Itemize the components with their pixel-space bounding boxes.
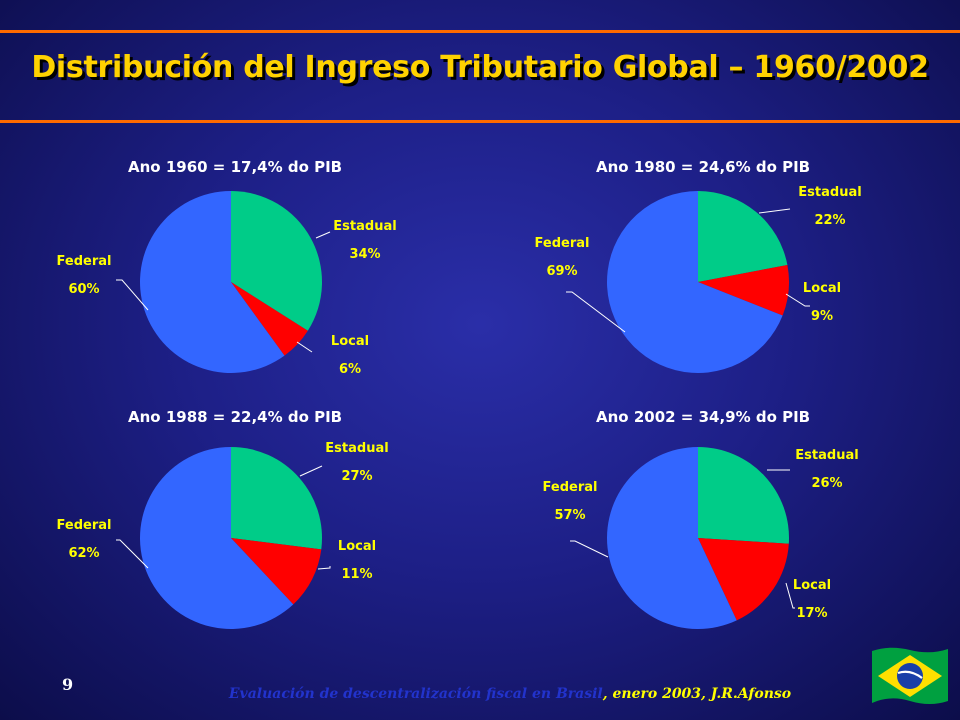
slice-name-estadual: Estadual bbox=[798, 185, 861, 200]
leader-line-estadual bbox=[315, 231, 331, 239]
pie-slice-estadual bbox=[231, 191, 322, 331]
slice-name-federal: Federal bbox=[535, 236, 590, 251]
brazil-flag-icon bbox=[872, 647, 948, 704]
top-rule bbox=[0, 30, 960, 33]
slice-value-federal: 62% bbox=[68, 546, 99, 561]
pie-slice-local bbox=[698, 264, 789, 316]
slice-name-local: Local bbox=[331, 334, 369, 349]
pie-slice-estadual bbox=[698, 191, 788, 282]
slice-name-local: Local bbox=[803, 281, 841, 296]
slice-name-federal: Federal bbox=[543, 480, 598, 495]
leader-line-estadual bbox=[758, 208, 791, 214]
pie-chart: Ano 2002 = 34,9% do PIB Estadual 26% Local 1… bbox=[543, 408, 859, 629]
slice-value-federal: 60% bbox=[68, 282, 99, 297]
leader-line-estadual bbox=[299, 465, 323, 477]
pie-slice-federal bbox=[607, 447, 737, 629]
slice-name-estadual: Estadual bbox=[333, 219, 396, 234]
leader-line-federal bbox=[116, 539, 149, 569]
chart-title: Ano 1988 = 22,4% do PIB bbox=[128, 408, 342, 426]
slice-value-federal: 57% bbox=[554, 508, 585, 523]
chart-title: Ano 1980 = 24,6% do PIB bbox=[596, 158, 810, 176]
pie-chart: Ano 1960 = 17,4% do PIB Estadual 34% Local 6… bbox=[57, 158, 397, 377]
slice-name-estadual: Estadual bbox=[795, 448, 858, 463]
pie-slice-estadual bbox=[698, 447, 790, 544]
slice-value-local: 9% bbox=[811, 309, 833, 324]
pie-slice-federal bbox=[607, 190, 783, 373]
slice-name-local: Local bbox=[338, 539, 376, 554]
slice-value-local: 17% bbox=[796, 606, 827, 621]
slice-name-federal: Federal bbox=[57, 518, 112, 533]
pie-chart: Ano 1988 = 22,4% do PIB Estadual 27% Local 1… bbox=[57, 408, 389, 629]
chart-title: Ano 1960 = 17,4% do PIB bbox=[128, 158, 342, 176]
slice-name-federal: Federal bbox=[57, 254, 112, 269]
slice-value-local: 11% bbox=[341, 567, 372, 582]
leader-line-federal bbox=[566, 291, 626, 333]
slice-value-federal: 69% bbox=[546, 264, 577, 279]
footer: Evaluación de descentralización fiscal e… bbox=[200, 686, 820, 702]
slice-name-estadual: Estadual bbox=[325, 441, 388, 456]
leader-line-local bbox=[317, 566, 331, 570]
leader-line-local bbox=[785, 293, 810, 307]
footer-source: Evaluación de descentralización fiscal e… bbox=[228, 686, 603, 702]
slice-value-estadual: 22% bbox=[814, 213, 845, 228]
pie-slice-local bbox=[231, 282, 308, 356]
pie-slice-federal bbox=[140, 191, 285, 373]
pie-slice-local bbox=[698, 538, 789, 621]
slice-value-estadual: 34% bbox=[349, 247, 380, 262]
pie-slice-estadual bbox=[231, 447, 323, 550]
page-number: 9 bbox=[62, 675, 74, 694]
slide-title: Distribución del Ingreso Tributario Glob… bbox=[31, 50, 929, 85]
slice-value-estadual: 27% bbox=[341, 469, 372, 484]
slice-value-estadual: 26% bbox=[811, 476, 842, 491]
pie-chart: Ano 1980 = 24,6% do PIB Estadual 22% Local 9… bbox=[535, 158, 862, 373]
leader-line-local bbox=[296, 341, 313, 353]
leader-line-federal bbox=[116, 279, 149, 311]
slice-name-local: Local bbox=[793, 578, 831, 593]
leader-line-local bbox=[785, 582, 795, 609]
pie-slice-local bbox=[231, 538, 322, 605]
footer-date-author: , enero 2003, J.R.Afonso bbox=[602, 686, 792, 702]
slice-value-local: 6% bbox=[339, 362, 361, 377]
bottom-rule bbox=[0, 120, 960, 123]
pie-slice-federal bbox=[140, 447, 294, 629]
leader-line-federal bbox=[570, 540, 609, 558]
chart-title: Ano 2002 = 34,9% do PIB bbox=[596, 408, 810, 426]
